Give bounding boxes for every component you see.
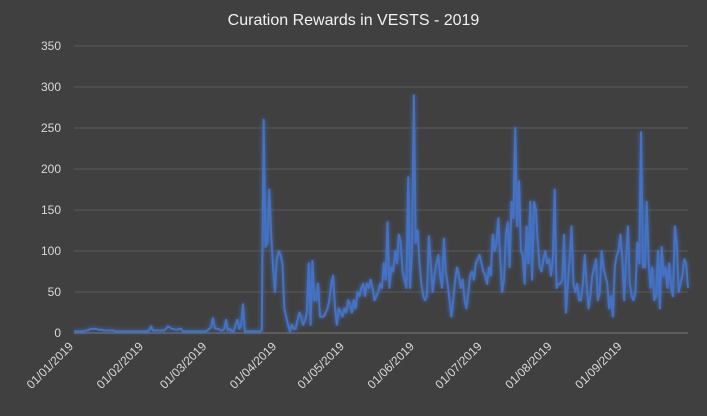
x-tick-label: 01/08/2019	[502, 339, 555, 392]
y-tick-label: 300	[41, 80, 61, 94]
y-tick-label: 0	[54, 326, 61, 340]
x-tick-label: 01/03/2019	[157, 339, 210, 392]
y-tick-label: 50	[48, 285, 62, 299]
y-tick-label: 250	[41, 121, 61, 135]
x-tick-label: 01/07/2019	[432, 339, 485, 392]
y-tick-label: 100	[41, 244, 61, 258]
x-tick-label: 01/06/2019	[365, 339, 418, 392]
gridlines	[74, 45, 688, 334]
chart-title: Curation Rewards in VESTS - 2019	[227, 12, 480, 29]
series	[74, 94, 689, 333]
x-tick-label: 01/04/2019	[227, 339, 280, 392]
x-tick-label: 01/02/2019	[94, 339, 147, 392]
x-axis: 01/01/2019 01/02/2019 01/03/2019 01/04/2019…	[24, 339, 625, 392]
y-tick-label: 150	[41, 203, 61, 217]
y-tick-label: 350	[41, 39, 61, 53]
y-axis: 0 50 100 150 200 250 300 350	[41, 39, 61, 340]
x-tick-label: 01/09/2019	[572, 339, 625, 392]
y-tick-label: 200	[41, 162, 61, 176]
series-line	[74, 94, 689, 333]
x-tick-label: 01/05/2019	[295, 339, 348, 392]
x-tick-label: 01/01/2019	[24, 339, 77, 392]
